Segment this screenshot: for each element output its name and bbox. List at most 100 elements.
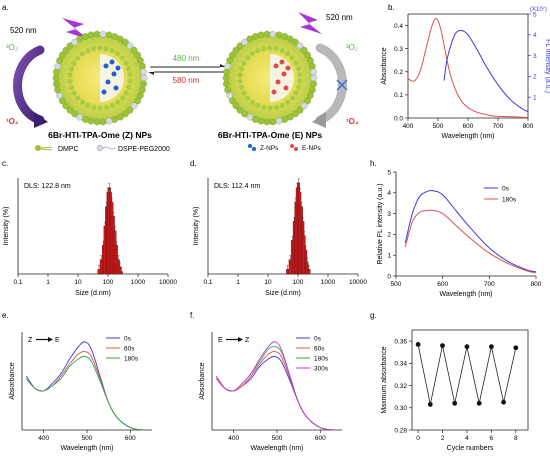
- lipid-inner: [289, 55, 295, 61]
- lipid-inner: [123, 90, 129, 96]
- lipid-inner: [68, 66, 74, 72]
- lipid-head: [59, 97, 66, 105]
- molecule-dot: [109, 59, 115, 65]
- lipid-head: [241, 110, 248, 118]
- lipid-inner: [79, 51, 85, 57]
- lipid-head: [87, 117, 95, 125]
- legend-dspe: DSPE-PEG2000: [118, 146, 170, 153]
- lightning-icon-left: [62, 18, 90, 40]
- annotation-to: E: [55, 337, 60, 344]
- lightning-icon-right: [298, 12, 322, 34]
- arrow-back-label: 580 nm: [173, 76, 200, 85]
- lipid-head: [71, 110, 78, 118]
- lipid-head: [232, 46, 240, 54]
- lipid-head: [134, 51, 141, 59]
- lipid-inner: [293, 90, 299, 96]
- cycle-line: [417, 344, 517, 405]
- y-axis-label: Absorbance: [381, 47, 388, 84]
- absorbance-line: [407, 18, 529, 118]
- dls-bar: [307, 269, 311, 275]
- lipid-inner: [289, 95, 295, 101]
- lipid-head: [137, 57, 144, 64]
- x-tick-label: 10: [74, 279, 82, 286]
- molecule-dot: [271, 89, 277, 95]
- x-axis-label: Wavelength (nm): [441, 133, 494, 140]
- right-o2-bottom: ¹O₂: [346, 117, 359, 126]
- x-axis-label: Wavelength (nm): [250, 445, 303, 452]
- dmpc-legend-icon: [35, 145, 53, 151]
- lipid-head: [281, 116, 289, 123]
- annotation-from: E: [218, 337, 223, 344]
- lipid-head: [81, 33, 89, 40]
- blocked-x-icon: [336, 79, 348, 91]
- e-nanoparticle-core: [270, 54, 294, 102]
- lipid-head: [310, 68, 317, 76]
- lipid-head: [223, 80, 230, 88]
- lipid-head: [137, 92, 144, 99]
- lipid-head: [232, 102, 240, 110]
- lipid-head: [52, 74, 60, 82]
- right-nm-label: 520 nm: [326, 13, 353, 22]
- lipid-inner: [91, 46, 97, 52]
- lipid-head: [53, 80, 60, 88]
- x-tick-label: 400: [38, 435, 49, 442]
- lipid-head: [309, 86, 316, 94]
- panel-c-letter: c.: [2, 159, 8, 168]
- lipid-inner: [297, 72, 303, 78]
- lipid-inner: [67, 78, 73, 84]
- lipid-inner: [75, 95, 81, 101]
- lipid-head: [87, 31, 95, 39]
- y-axis-label: Absorbance: [9, 362, 16, 399]
- left-o2-bottom: ¹O₂: [6, 117, 19, 126]
- dls-label: DLS: 112.4 nm: [214, 183, 260, 190]
- lipid-inner: [127, 72, 133, 78]
- lipid-head: [304, 51, 311, 59]
- lipid-head: [140, 80, 147, 88]
- lipid-head: [62, 102, 70, 110]
- left-curved-arrowhead: [34, 112, 48, 128]
- panel-g-letter: g.: [370, 311, 377, 320]
- lipid-head: [222, 74, 230, 82]
- lipid-inner: [279, 47, 285, 54]
- lipid-inner: [85, 102, 91, 109]
- lipid-head: [126, 42, 134, 50]
- panel-f-letter: f.: [190, 311, 194, 320]
- lipid-inner: [97, 105, 103, 111]
- x-tick-label: 600: [437, 281, 448, 288]
- lipid-head: [304, 97, 311, 105]
- molecule-dot: [103, 63, 109, 69]
- lipid-head: [93, 118, 101, 126]
- lipid-inner: [238, 66, 244, 72]
- lipid-head: [56, 92, 63, 99]
- molecule-dot: [283, 85, 289, 91]
- lipid-inner: [261, 104, 267, 110]
- lipid-inner: [97, 45, 103, 51]
- lipid-head: [223, 68, 230, 76]
- cycle-point: [452, 400, 458, 406]
- lipid-inner: [273, 104, 279, 110]
- lipid-head: [53, 68, 60, 76]
- lipid-inner: [71, 90, 77, 96]
- series-line-180s: [404, 209, 537, 274]
- fl-line: [443, 30, 529, 113]
- cycle-point: [440, 343, 445, 348]
- lipid-head: [224, 62, 231, 70]
- cycle-point: [415, 342, 421, 347]
- x-tick-label: 600: [315, 435, 326, 442]
- lipid-inner: [255, 102, 261, 109]
- z-nanoparticle: [52, 30, 148, 126]
- y-tick-label: 0.32: [394, 383, 407, 390]
- lipid-head: [56, 57, 63, 64]
- lipid-inner: [109, 47, 115, 54]
- lipid-head: [122, 110, 129, 118]
- lipid-head: [310, 74, 318, 82]
- e-nanoparticle-lipids: [222, 30, 318, 126]
- y-tick-label: 0: [387, 273, 391, 280]
- lipid-inner: [238, 84, 245, 90]
- y-tick-label: 0.28: [394, 427, 407, 434]
- x-tick-label: 1000: [131, 279, 146, 286]
- cycle-point: [501, 399, 506, 405]
- lipid-head: [307, 57, 314, 64]
- lipid-inner: [245, 95, 251, 101]
- lipid-head: [257, 31, 265, 39]
